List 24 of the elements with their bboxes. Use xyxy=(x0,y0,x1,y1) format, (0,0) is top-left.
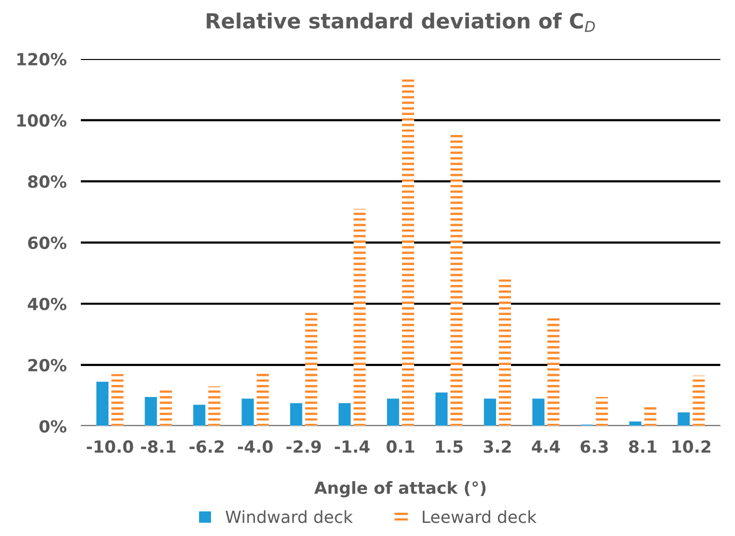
x-tick-label: 3.2 xyxy=(484,440,511,453)
legend-label: Leeward deck xyxy=(422,510,537,524)
y-tick-label: 60% xyxy=(28,236,66,250)
y-tick-label: 120% xyxy=(17,52,66,66)
x-tick-label: 10.2 xyxy=(672,440,710,453)
chart-title: Relative standard deviation of C$_{D}$ xyxy=(206,12,595,32)
y-tick-label: 20% xyxy=(28,358,66,372)
y-tick-label: 40% xyxy=(28,298,66,310)
x-axis-title: Angle of attack (°) xyxy=(314,481,486,498)
y-tick-label: 100% xyxy=(17,114,66,127)
y-tick-label: 0% xyxy=(39,420,66,433)
y-tick-label: 80% xyxy=(28,175,66,188)
x-tick-label: 1.5 xyxy=(436,440,463,453)
x-tick-label: 6.3 xyxy=(580,440,608,453)
x-tick-label: -2.9 xyxy=(286,440,321,453)
x-tick-label: 0.1 xyxy=(386,440,414,453)
x-tick-label: -4.0 xyxy=(238,440,273,453)
x-tick-label: -8.1 xyxy=(141,440,176,453)
legend-label: Windward deck xyxy=(226,510,353,524)
x-tick-label: 8.1 xyxy=(629,440,656,453)
x-tick-label: 4.4 xyxy=(532,440,560,453)
x-tick-label: -6.2 xyxy=(189,440,224,453)
x-tick-label: -1.4 xyxy=(334,440,370,453)
x-tick-label: -10.0 xyxy=(86,440,134,453)
